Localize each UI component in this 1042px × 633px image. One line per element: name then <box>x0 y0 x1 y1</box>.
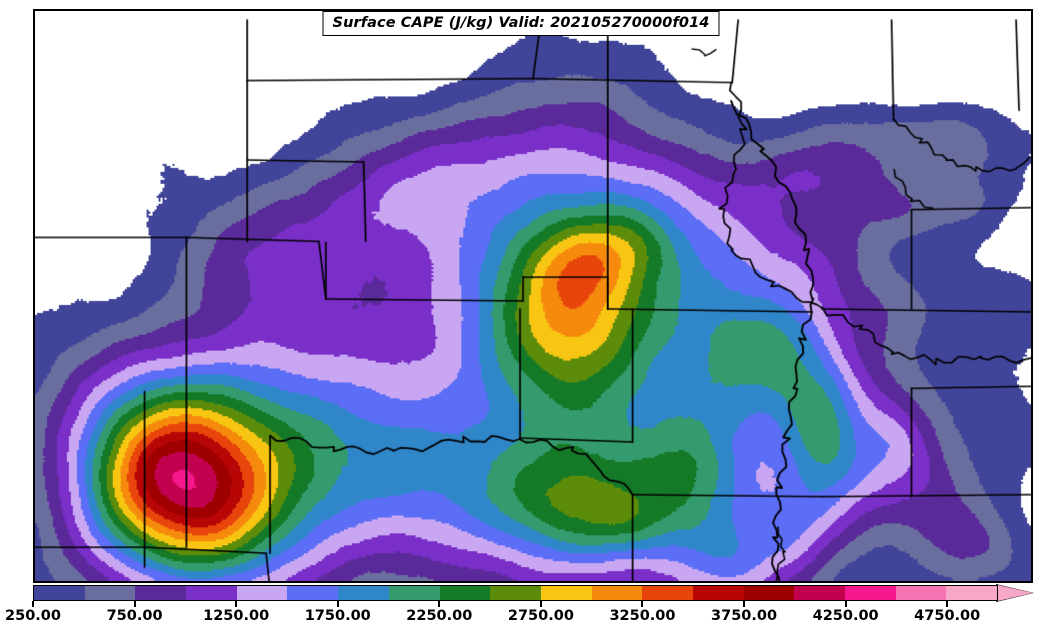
colorbar-tick-1750 <box>336 601 339 607</box>
colorbar-label-250: 250.00 <box>5 608 61 624</box>
colorbar-segment-5 <box>287 586 339 600</box>
colorbar-segment-8 <box>439 586 491 600</box>
colorbar-tick-250 <box>32 601 34 607</box>
page-title: Surface CAPE (J/kg) Valid: 202105270000f… <box>322 11 720 36</box>
colorbar-segment-7 <box>388 586 440 600</box>
colorbar-segments[interactable] <box>33 585 998 601</box>
colorbar-segment-9 <box>490 586 541 600</box>
colorbar-segment-14 <box>743 586 795 600</box>
colorbar-segment-13 <box>692 586 744 600</box>
colorbar-tick-2750 <box>539 601 542 607</box>
colorbar-label-2750: 2750.00 <box>507 608 574 624</box>
map-plot-area[interactable] <box>33 9 1033 583</box>
colorbar-label-1750: 1750.00 <box>304 608 371 624</box>
colorbar-tick-3250 <box>641 601 644 607</box>
colorbar-ticks <box>32 601 998 607</box>
colorbar-label-2250: 2250.00 <box>406 608 473 624</box>
cape-contour-canvas <box>35 11 1031 581</box>
colorbar-tick-4750 <box>946 601 949 607</box>
colorbar-segment-16 <box>845 586 896 600</box>
colorbar-segment-17 <box>895 586 947 600</box>
colorbar-extend-max-arrow <box>998 585 1033 601</box>
colorbar-tick-labels: 250.00 750.00 1250.00 1750.00 2250.00 2750.00… <box>5 608 1042 630</box>
colorbar[interactable]: 250.00 750.00 1250.00 1750.00 2250.00 2750.00… <box>5 584 1034 624</box>
colorbar-label-750: 750.00 <box>106 608 163 624</box>
colorbar-tick-3750 <box>743 601 746 607</box>
colorbar-tick-750 <box>133 601 136 607</box>
colorbar-segment-1 <box>84 586 136 600</box>
colorbar-segment-0 <box>34 586 85 600</box>
colorbar-tick-2250 <box>438 601 441 607</box>
colorbar-segment-4 <box>236 586 288 600</box>
colorbar-label-4250: 4250.00 <box>812 608 879 624</box>
colorbar-tick-1250 <box>235 601 238 607</box>
colorbar-segment-12 <box>642 586 693 600</box>
colorbar-segment-10 <box>540 586 592 600</box>
colorbar-label-1250: 1250.00 <box>203 608 270 624</box>
colorbar-segment-6 <box>338 586 389 600</box>
colorbar-segment-3 <box>186 586 237 600</box>
colorbar-label-4750: 4750.00 <box>914 608 981 624</box>
colorbar-segment-11 <box>591 586 643 600</box>
colorbar-segment-15 <box>794 586 845 600</box>
colorbar-label-3750: 3750.00 <box>711 608 778 624</box>
colorbar-label-3250: 3250.00 <box>609 608 676 624</box>
colorbar-segment-18 <box>946 586 998 600</box>
colorbar-tick-4250 <box>844 601 847 607</box>
colorbar-segment-2 <box>135 586 187 600</box>
